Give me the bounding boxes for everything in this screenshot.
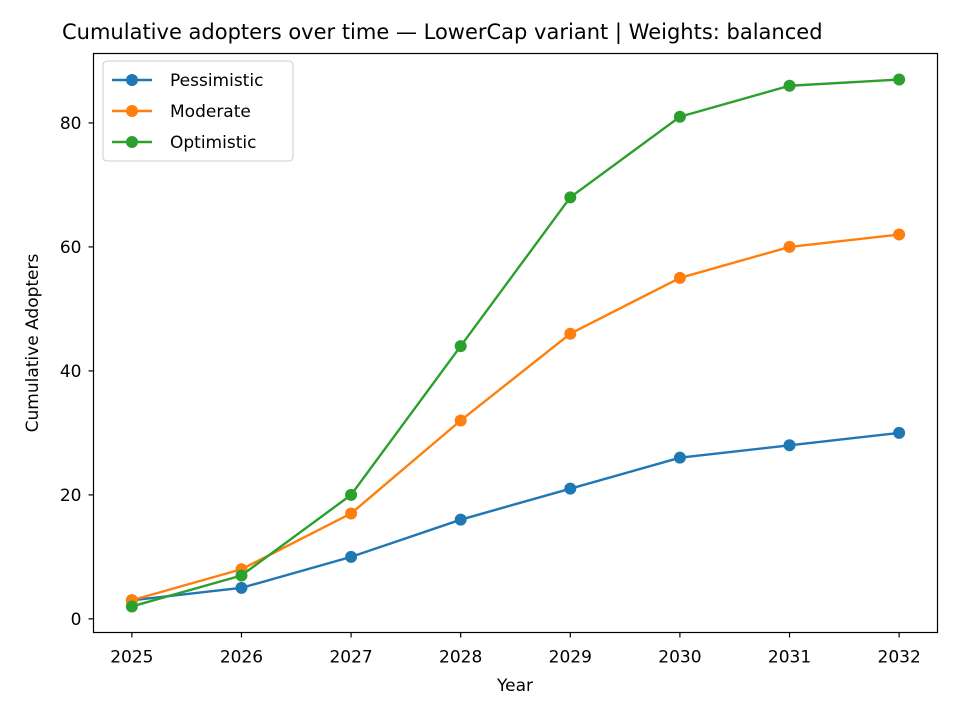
series-line-optimistic [131,78,900,608]
data-point-optimistic [893,73,906,86]
data-point-optimistic [235,569,248,582]
data-point-pessimistic [345,550,358,563]
y-tick-label: 60 [60,238,82,258]
legend-marker-moderate [126,105,138,117]
data-point-optimistic [564,191,577,204]
x-tick-label: 2029 [549,648,592,668]
data-point-optimistic [673,110,686,123]
data-point-moderate [893,228,906,241]
y-tick-label: 80 [60,114,82,134]
legend-label-optimistic: Optimistic [170,133,256,153]
data-point-pessimistic [783,439,796,452]
chart-title: Cumulative adopters over time — LowerCap… [62,20,823,45]
legend-label-pessimistic: Pessimistic [170,71,263,91]
series-optimistic [125,73,906,613]
y-tick-label: 40 [60,362,82,382]
y-axis: 0 20 40 60 80 [60,114,94,630]
x-tick-label: 2026 [220,648,263,668]
data-point-moderate [345,507,358,520]
plot-area: 2025 2026 2027 2028 2029 2030 2031 2032 0 20 40 60… [60,52,939,668]
data-point-moderate [673,271,686,284]
x-tick-label: 2025 [110,648,153,668]
series-line-pessimistic [131,431,900,602]
series-moderate [125,228,906,607]
legend: Pessimistic Moderate Optimistic [102,60,294,162]
legend-marker-optimistic [126,136,138,148]
x-tick-label: 2027 [329,648,372,668]
x-axis-label: Year [496,676,533,696]
data-point-moderate [564,327,577,340]
legend-entries: Pessimistic Moderate Optimistic [112,71,263,153]
data-point-moderate [783,240,796,253]
data-point-pessimistic [235,581,248,594]
series-layer [125,73,906,613]
x-tick-label: 2028 [439,648,482,668]
series-line-moderate [131,233,900,602]
data-point-pessimistic [673,451,686,464]
x-tick-label: 2032 [878,648,921,668]
data-point-moderate [454,414,467,427]
x-axis: 2025 2026 2027 2028 2029 2030 2031 2032 [110,632,921,668]
x-tick-label: 2031 [768,648,811,668]
x-tick-label: 2030 [658,648,701,668]
legend-box [102,60,294,162]
data-point-pessimistic [893,426,906,439]
data-point-optimistic [783,79,796,92]
legend-marker-pessimistic [126,74,138,86]
data-point-pessimistic [564,482,577,495]
data-point-optimistic [125,600,138,613]
data-point-optimistic [345,488,358,501]
data-point-pessimistic [454,513,467,526]
y-axis-label: Cumulative Adopters [23,254,43,433]
y-tick-label: 20 [60,486,82,506]
legend-label-moderate: Moderate [170,102,251,122]
y-tick-label: 0 [71,610,82,630]
plot-frame [92,52,939,634]
data-point-optimistic [454,340,467,353]
